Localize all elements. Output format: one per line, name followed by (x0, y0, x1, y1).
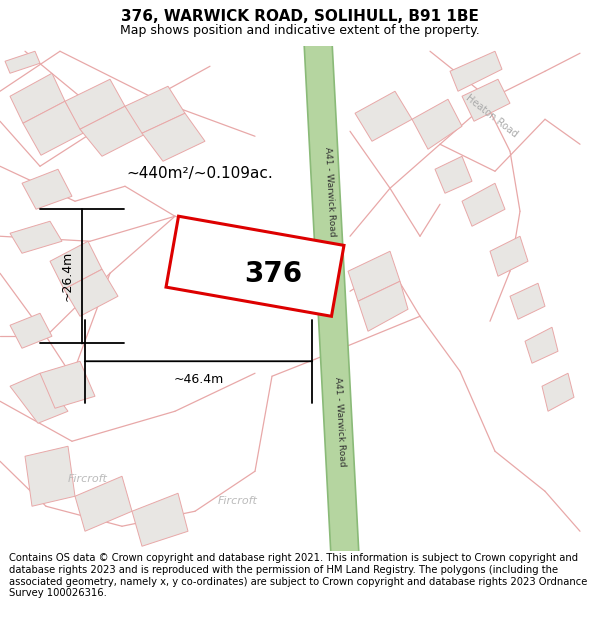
Text: Fircroft: Fircroft (68, 474, 108, 484)
Text: Heaton Road: Heaton Road (464, 93, 520, 139)
Text: A41 - Warwick Road: A41 - Warwick Road (333, 376, 347, 466)
Polygon shape (462, 183, 505, 226)
Polygon shape (80, 106, 147, 156)
Polygon shape (25, 446, 75, 506)
Text: ~440m²/~0.109ac.: ~440m²/~0.109ac. (127, 166, 274, 181)
Text: ~26.4m: ~26.4m (61, 251, 74, 301)
Polygon shape (304, 41, 359, 557)
Polygon shape (462, 79, 510, 121)
Polygon shape (510, 283, 545, 319)
Text: Map shows position and indicative extent of the property.: Map shows position and indicative extent… (120, 24, 480, 37)
Text: A41 - Warwick Road: A41 - Warwick Road (323, 146, 337, 236)
Polygon shape (125, 86, 185, 133)
Polygon shape (132, 493, 188, 546)
Polygon shape (490, 236, 528, 276)
Polygon shape (542, 373, 574, 411)
Polygon shape (10, 313, 52, 348)
Polygon shape (355, 91, 412, 141)
Text: 376, WARWICK ROAD, SOLIHULL, B91 1BE: 376, WARWICK ROAD, SOLIHULL, B91 1BE (121, 9, 479, 24)
Polygon shape (65, 79, 125, 129)
Polygon shape (348, 251, 400, 301)
Polygon shape (525, 328, 558, 363)
Polygon shape (166, 216, 344, 316)
Polygon shape (10, 73, 65, 123)
Polygon shape (40, 361, 95, 408)
Polygon shape (75, 476, 132, 531)
Polygon shape (50, 241, 102, 289)
Polygon shape (23, 101, 83, 155)
Polygon shape (358, 281, 408, 331)
Polygon shape (5, 51, 40, 73)
Polygon shape (10, 221, 62, 253)
Polygon shape (142, 113, 205, 161)
Text: ~46.4m: ~46.4m (173, 373, 224, 386)
Text: Fircroft: Fircroft (218, 496, 258, 506)
Polygon shape (450, 51, 502, 91)
Polygon shape (412, 99, 462, 149)
Polygon shape (64, 269, 118, 316)
Polygon shape (22, 169, 72, 209)
Text: 376: 376 (244, 260, 302, 288)
Polygon shape (435, 156, 472, 193)
Text: Contains OS data © Crown copyright and database right 2021. This information is : Contains OS data © Crown copyright and d… (9, 554, 587, 598)
Polygon shape (10, 373, 68, 423)
